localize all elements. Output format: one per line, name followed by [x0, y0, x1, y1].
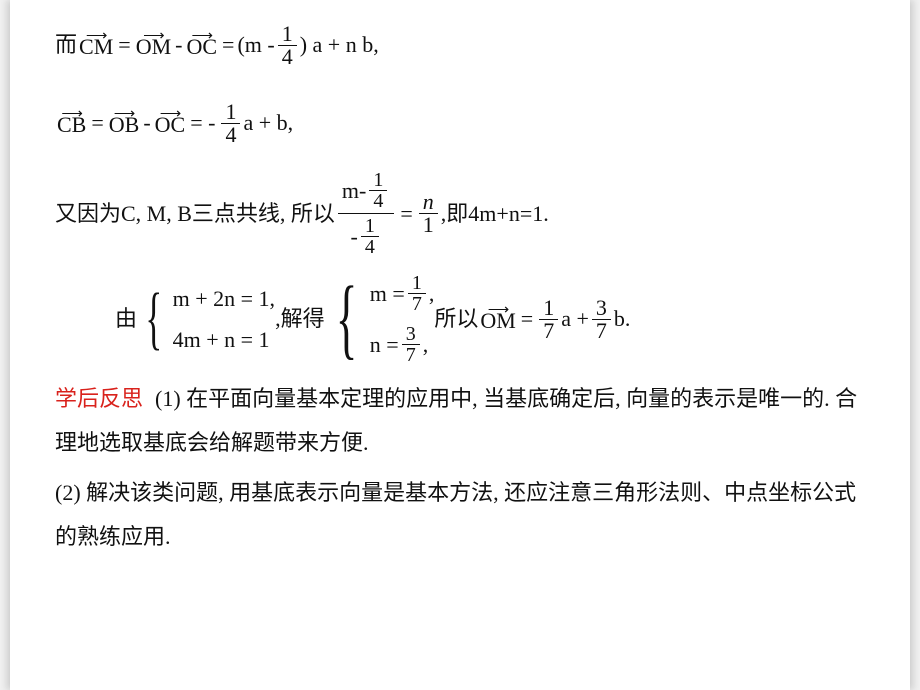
reflection-block: 学后反思(1) 在平面向量基本定理的应用中, 当基底确定后, 向量的表示是唯一的… — [55, 377, 865, 465]
denominator: 4 — [278, 46, 297, 68]
fraction: 1 7 — [408, 273, 426, 314]
equals: = — [91, 105, 103, 140]
fraction-1-7: 1 7 — [539, 297, 558, 342]
numerator: 1 — [278, 23, 297, 46]
vector-label: CB — [57, 114, 86, 136]
vector-label: OC — [155, 114, 186, 136]
denominator: 4 — [361, 237, 379, 257]
fraction: 3 7 — [402, 324, 420, 365]
comma: , — [423, 327, 429, 362]
numerator: n — [419, 191, 438, 214]
left-brace-icon: { — [145, 291, 162, 347]
equals: = — [118, 27, 130, 62]
reflection-label: 学后反思 — [55, 386, 143, 411]
solution-content: m = 1 7 , n = 3 7 , — [370, 273, 435, 365]
lhs: m = — [370, 276, 405, 311]
m-minus: m- — [342, 180, 366, 202]
equation-line-3: 又因为C, M, B三点共线, 所以 m- 1 4 - 1 4 = n 1 — [55, 166, 865, 261]
equals-neg: = - — [190, 105, 215, 140]
vector-cm: ⟶ CM — [79, 33, 113, 58]
numerator: 1 — [539, 297, 558, 320]
denominator: 7 — [592, 320, 611, 342]
denominator: 7 — [539, 320, 558, 342]
text-you: 由 — [115, 301, 137, 336]
fraction-n-1: n 1 — [419, 191, 438, 236]
denominator: 4 — [221, 124, 240, 146]
equation-line-2: ⟶ CB = ⟶ OB - ⟶ OC = - 1 4 a + b, — [55, 88, 865, 158]
reflection-p2: (2) 解决该类问题, 用基底表示向量是基本方法, 还应注意三角形法则、中点坐标… — [55, 471, 865, 559]
vector-oc: ⟶ OC — [155, 111, 186, 136]
numerator: 1 — [408, 273, 426, 294]
text-result: ,即4m+n=1. — [441, 196, 549, 231]
denominator: 7 — [402, 345, 420, 365]
minus: - — [143, 105, 150, 140]
tail: a + b, — [243, 105, 293, 140]
eq-row: 4m + n = 1 — [173, 322, 275, 357]
slide-page: 而 ⟶ CM = ⟶ OM - ⟶ OC = (m - 1 4 ) a + n … — [10, 0, 910, 690]
text-er: 而 — [55, 27, 77, 62]
vector-om: ⟶ OM — [480, 307, 515, 332]
equals: = — [400, 196, 412, 231]
numerator: 1 — [361, 216, 379, 237]
end: b. — [614, 301, 631, 336]
sol-row: m = 1 7 , — [370, 273, 435, 314]
reflection-p1: (1) 在平面向量基本定理的应用中, 当基底确定后, 向量的表示是唯一的. 合理… — [55, 386, 857, 455]
vector-label: CM — [79, 36, 113, 58]
sol-row: n = 3 7 , — [370, 324, 435, 365]
vector-label: OC — [186, 36, 217, 58]
system-brace-2: { m = 1 7 , n = 3 7 , — [325, 273, 435, 365]
inner-fraction: 1 4 — [369, 170, 387, 211]
compound-denominator: - 1 4 — [346, 214, 385, 257]
text-jiede: ,解得 — [275, 301, 325, 336]
vector-om: ⟶ OM — [136, 33, 171, 58]
denominator: 4 — [369, 191, 387, 211]
equals: = — [521, 301, 533, 336]
system-content: m + 2n = 1, 4m + n = 1 — [173, 281, 275, 357]
vector-oc: ⟶ OC — [186, 33, 217, 58]
fraction-1-4: 1 4 — [221, 101, 240, 146]
mid: a + — [561, 301, 589, 336]
vector-ob: ⟶ OB — [109, 111, 140, 136]
vector-cb: ⟶ CB — [57, 111, 86, 136]
lparen: (m - — [237, 27, 274, 62]
denominator: 1 — [419, 214, 438, 236]
equals: = — [222, 27, 234, 62]
text-suoyi: 所以 — [434, 301, 478, 336]
numerator: 3 — [402, 324, 420, 345]
fraction-3-7: 3 7 — [592, 297, 611, 342]
neg: - — [350, 226, 357, 248]
equation-line-1: 而 ⟶ CM = ⟶ OM - ⟶ OC = (m - 1 4 ) a + n … — [55, 10, 865, 80]
equation-line-4: 由 { m + 2n = 1, 4m + n = 1 ,解得 { m = 1 7… — [55, 269, 865, 369]
inner-fraction: 1 4 — [361, 216, 379, 257]
eq-row: m + 2n = 1, — [173, 281, 275, 316]
numerator: 1 — [221, 101, 240, 124]
minus: - — [175, 27, 182, 62]
compound-numerator: m- 1 4 — [338, 170, 394, 214]
vector-label: OB — [109, 114, 140, 136]
denominator: 7 — [408, 294, 426, 314]
rparen-tail: ) a + n b, — [300, 27, 379, 62]
numerator: 1 — [369, 170, 387, 191]
vector-label: OM — [136, 36, 171, 58]
system-brace-1: { m + 2n = 1, 4m + n = 1 — [137, 281, 275, 357]
numerator: 3 — [592, 297, 611, 320]
vector-label: OM — [480, 310, 515, 332]
big-fraction-left: m- 1 4 - 1 4 — [338, 170, 394, 257]
fraction-1-4: 1 4 — [278, 23, 297, 68]
text-collinear: 又因为C, M, B三点共线, 所以 — [55, 196, 335, 231]
lhs: n = — [370, 327, 399, 362]
left-brace-icon: { — [335, 283, 357, 355]
